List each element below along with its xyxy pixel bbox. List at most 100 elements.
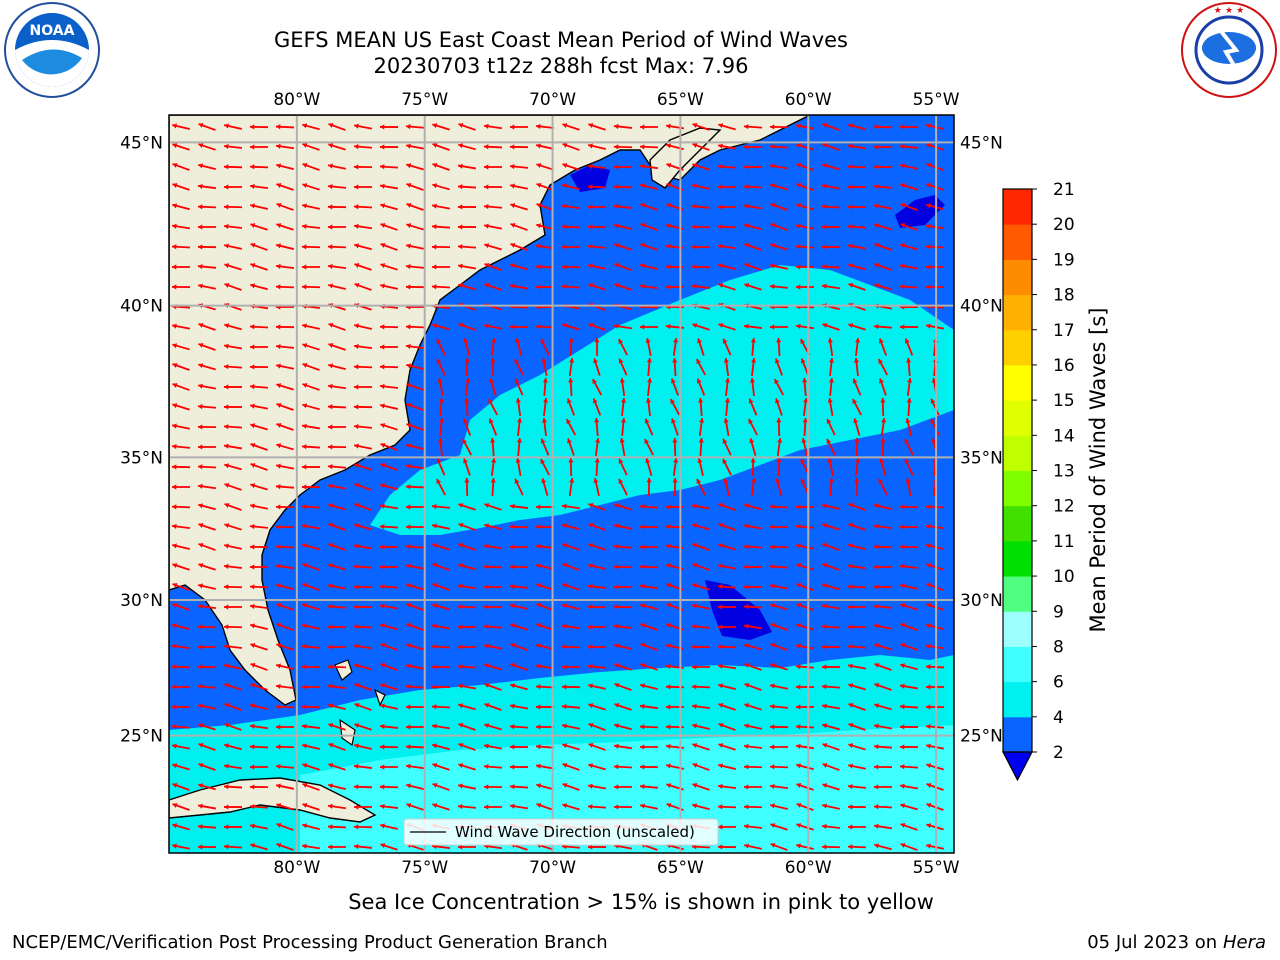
wave-arrowhead <box>172 183 178 188</box>
wave-arrowhead <box>848 783 853 790</box>
lat-tick-label: 40°N <box>120 297 163 317</box>
wave-arrowhead <box>380 203 386 209</box>
wave-arrowhead <box>588 522 594 528</box>
wave-arrowhead <box>198 263 203 270</box>
wave-arrowhead <box>855 458 861 463</box>
wave-arrowhead <box>569 358 575 363</box>
wave-arrowhead <box>354 482 360 488</box>
wave-arrowhead <box>198 624 203 630</box>
wave-arrowhead <box>198 322 204 328</box>
wave-arrowhead <box>172 843 177 849</box>
wave-arrowhead <box>462 439 468 445</box>
wave-arrowhead <box>198 122 204 128</box>
wave-arrowhead <box>540 438 546 444</box>
wave-arrowhead <box>718 123 724 129</box>
wave-arrowhead <box>822 723 828 729</box>
wave-arrowhead <box>406 704 411 710</box>
wave-arrowhead <box>906 358 912 363</box>
wave-arrowhead <box>666 143 672 149</box>
wave-arrowhead <box>724 398 731 403</box>
wave-arrowhead <box>354 564 359 570</box>
wave-arrowhead <box>744 682 750 688</box>
wave-arrowhead <box>536 643 542 649</box>
wave-arrowhead <box>562 123 568 128</box>
wave-arrowhead <box>666 623 672 629</box>
wave-arrowhead <box>879 378 884 384</box>
wave-arrowhead <box>224 343 229 349</box>
wave-arrowhead <box>926 843 931 849</box>
wave-arrowhead <box>172 244 177 250</box>
wave-arrowhead <box>198 583 203 589</box>
wave-arrowhead <box>276 223 282 228</box>
wave-arrowhead <box>822 684 827 690</box>
wave-arrowhead <box>380 503 385 509</box>
wave-arrowhead <box>692 803 698 809</box>
wave-arrowhead <box>328 624 333 630</box>
wave-arrowhead <box>852 399 858 405</box>
wave-arrowhead <box>640 243 646 248</box>
wave-arrowhead <box>588 563 593 569</box>
wave-arrowhead <box>900 504 905 510</box>
wave-arrowhead <box>770 524 775 530</box>
wave-arrowhead <box>276 822 282 828</box>
wave-arrowhead <box>588 263 593 269</box>
wave-arrowhead <box>172 763 178 769</box>
wave-arrowhead <box>796 623 802 629</box>
wave-arrowhead <box>926 323 931 329</box>
wave-arrowhead <box>406 143 411 149</box>
wave-arrowhead <box>614 543 619 550</box>
wave-arrowhead <box>588 123 594 129</box>
wave-arrowhead <box>692 224 697 230</box>
wave-arrowhead <box>432 803 438 809</box>
wave-arrowhead <box>692 142 698 148</box>
wave-arrowhead <box>930 418 936 424</box>
wave-arrowhead <box>926 244 931 250</box>
wave-arrowhead <box>536 203 542 208</box>
wave-arrowhead <box>692 543 698 548</box>
wave-arrowhead <box>172 684 177 690</box>
wave-arrowhead <box>406 202 412 208</box>
wave-arrowhead <box>406 684 411 690</box>
wave-arrowhead <box>198 404 203 410</box>
wave-arrowhead <box>250 523 255 530</box>
wave-arrowhead <box>172 743 177 749</box>
colorbar-tick-label: 10 <box>1053 567 1075 587</box>
wave-arrowhead <box>770 683 775 689</box>
wave-arrowhead <box>904 458 910 464</box>
wave-arrowhead <box>328 542 334 548</box>
colorbar-segment <box>1003 716 1032 753</box>
wave-arrowhead <box>822 523 828 529</box>
wave-arrowhead <box>328 703 334 709</box>
wave-arrowhead <box>620 418 627 423</box>
wave-arrowhead <box>536 543 541 549</box>
wave-arrowhead <box>406 263 411 270</box>
wave-arrowhead <box>900 243 906 249</box>
wave-arrowhead <box>510 642 516 648</box>
wave-arrowhead <box>510 263 516 269</box>
wave-arrowhead <box>328 122 334 128</box>
svg-text:★ ★ ★: ★ ★ ★ <box>1214 6 1244 16</box>
wave-arrowhead <box>406 563 411 569</box>
wave-arrowhead <box>198 383 203 389</box>
wave-arrowhead <box>796 763 802 769</box>
wave-arrowhead <box>172 123 177 129</box>
footer-host: Hera <box>1222 932 1266 953</box>
wave-arrowhead <box>510 524 515 530</box>
wave-arrowhead <box>536 324 541 330</box>
wave-arrowhead <box>878 359 884 365</box>
wave-arrowhead <box>406 763 411 769</box>
wave-arrowhead <box>276 124 281 130</box>
wave-arrowhead <box>536 583 542 589</box>
nws-logo-icon: ★ ★ ★ <box>1181 2 1277 98</box>
wave-arrowhead <box>770 783 775 789</box>
wave-arrowhead <box>900 263 905 269</box>
wave-arrowhead <box>484 164 489 170</box>
wave-arrowhead <box>328 444 333 450</box>
wave-arrowhead <box>406 724 411 730</box>
wave-arrowhead <box>848 844 853 850</box>
wave-arrowhead <box>224 143 229 150</box>
wave-arrowhead <box>380 784 385 790</box>
footer-date-text: 05 Jul 2023 on <box>1087 932 1223 953</box>
wave-arrowhead <box>822 122 828 128</box>
wave-arrowhead <box>692 244 697 250</box>
